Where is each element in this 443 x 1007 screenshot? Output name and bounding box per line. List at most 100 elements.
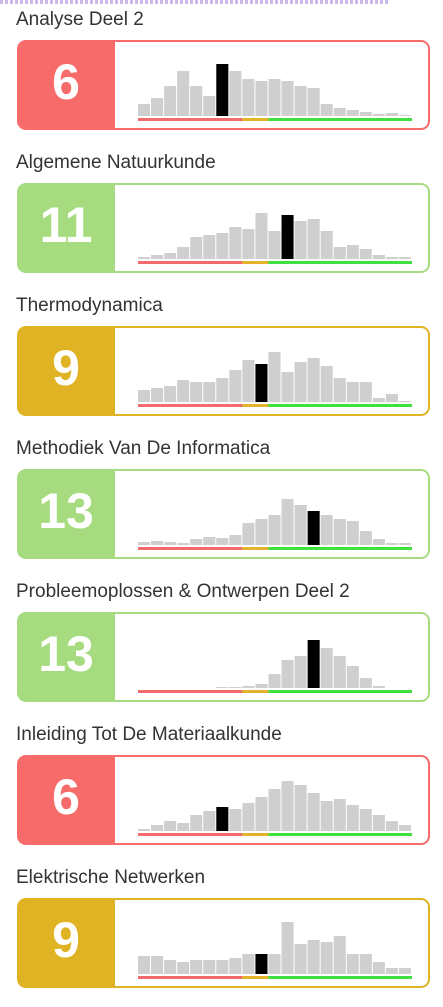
histogram-bar: [164, 542, 177, 545]
histogram-bar: [307, 511, 320, 545]
histogram-bar: [138, 829, 151, 831]
histogram-bar: [151, 825, 164, 831]
course-title: Probleemoplossen & Ontwerpen Deel 2: [16, 581, 350, 602]
histogram-bar: [177, 247, 190, 259]
grade-band: [242, 118, 269, 121]
histogram-bar: [320, 515, 333, 545]
histogram-bar: [268, 231, 281, 259]
histogram-bar: [346, 382, 359, 402]
card-body-left: [115, 185, 125, 271]
histogram-bar: [203, 96, 216, 116]
histogram-bar: [372, 398, 385, 402]
histogram-bar: [385, 394, 398, 402]
histogram-bar: [372, 114, 385, 116]
histogram-bar: [281, 81, 294, 116]
course-title: Methodiek Van De Informatica: [16, 438, 271, 459]
histogram-bar: [281, 922, 294, 974]
course-title: Elektrische Netwerken: [16, 867, 205, 888]
histogram-bar: [203, 235, 216, 259]
grade-band: [268, 690, 412, 693]
histogram-bar: [229, 687, 242, 688]
histogram-bar: [268, 515, 281, 545]
grade-band: [242, 404, 269, 407]
course-card: Elektrische Netwerken 9: [16, 867, 430, 988]
histogram-bar: [346, 954, 359, 974]
histogram-bar: [164, 253, 177, 259]
card-body-left: [115, 900, 125, 986]
card-body-left: [115, 42, 125, 128]
histogram-bar: [333, 936, 346, 974]
histogram-bar: [138, 257, 151, 259]
histogram-bar: [320, 104, 333, 116]
histogram-bar: [216, 960, 229, 974]
course-title: Algemene Natuurkunde: [16, 152, 216, 173]
histogram-bar: [242, 803, 255, 831]
card-body-left: [115, 471, 125, 557]
histogram-bar: [164, 821, 177, 831]
histogram-bar: [164, 386, 177, 402]
histogram-bar: [320, 801, 333, 831]
histogram-bar: [177, 380, 190, 402]
course-card: Methodiek Van De Informatica 13: [16, 438, 430, 559]
histogram-bar: [190, 237, 203, 259]
histogram-bar: [255, 797, 268, 831]
histogram-bar: [151, 98, 164, 116]
histogram-bar: [398, 115, 411, 116]
card-body-left: [115, 614, 125, 700]
histogram-bar: [151, 388, 164, 402]
histogram-bar: [151, 541, 164, 545]
histogram-bar: [294, 656, 307, 688]
histogram-bar: [190, 382, 203, 402]
histogram-bar: [359, 678, 372, 688]
histogram-bar: [398, 968, 411, 974]
histogram-bar: [268, 79, 281, 116]
histogram-bar: [268, 352, 281, 402]
histogram-bar: [294, 785, 307, 831]
histogram-bar: [216, 64, 229, 116]
histogram-bar: [385, 113, 398, 116]
histogram-bar: [320, 231, 333, 259]
histogram-bar: [385, 257, 398, 259]
grade-band: [242, 833, 269, 836]
histogram-bar: [333, 378, 346, 402]
course-card: Algemene Natuurkunde 11: [16, 152, 430, 273]
grade-band: [268, 833, 412, 836]
histogram-bar: [359, 249, 372, 259]
histogram-bar: [372, 539, 385, 545]
histogram-bar: [281, 499, 294, 545]
grade-band: [138, 833, 243, 836]
histogram-bar: [255, 684, 268, 688]
histogram-bar: [177, 823, 190, 831]
grade: 13: [38, 626, 94, 682]
histogram-bar: [281, 372, 294, 402]
course-card: Analyse Deel 2 6: [16, 9, 430, 130]
histogram-bar: [242, 360, 255, 402]
histogram-bar: [385, 821, 398, 831]
histogram-bar: [307, 940, 320, 974]
histogram-bar: [164, 960, 177, 974]
histogram-bar: [216, 538, 229, 545]
histogram-bar: [294, 362, 307, 402]
histogram-bar: [294, 944, 307, 974]
histogram-bar: [398, 257, 411, 259]
histogram-bar: [255, 519, 268, 545]
grade-band: [268, 976, 412, 979]
histogram-bar: [216, 378, 229, 402]
grade-band: [138, 118, 243, 121]
histogram-bar: [203, 382, 216, 402]
histogram-bar: [138, 104, 151, 116]
histogram-bar: [164, 86, 177, 116]
histogram-bar: [281, 781, 294, 831]
histogram-bar: [255, 213, 268, 259]
histogram-bar: [333, 799, 346, 831]
histogram-bar: [359, 531, 372, 545]
histogram-bar: [359, 382, 372, 402]
histogram-bar: [177, 71, 190, 116]
histogram-bar: [398, 825, 411, 831]
histogram-bar: [242, 686, 255, 688]
card-body-left: [115, 328, 125, 414]
grade-band: [268, 261, 412, 264]
grade-band: [242, 976, 269, 979]
grade-band: [268, 547, 412, 550]
